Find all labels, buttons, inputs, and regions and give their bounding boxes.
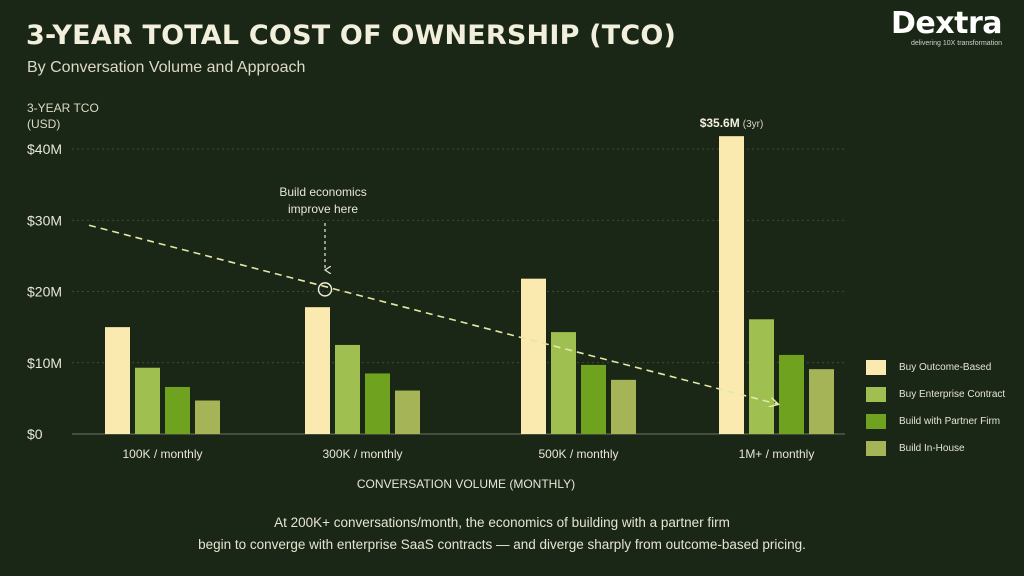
- page-title: 3-YEAR TOTAL COST OF OWNERSHIP (TCO): [26, 20, 677, 51]
- legend-swatch: [866, 360, 886, 375]
- y-axis-label: 3-YEAR TCO (USD): [27, 101, 99, 131]
- data-label-max: $35.6M (3yr): [700, 116, 764, 130]
- bar: [365, 373, 390, 434]
- y-tick-labels: $0 $10M $20M $30M $40M: [27, 141, 62, 442]
- data-label-value: $35.6M: [700, 116, 740, 130]
- x-tick-label: 300K / monthly: [322, 447, 402, 461]
- annotation-line-2: improve here: [288, 202, 358, 216]
- bar: [719, 136, 744, 435]
- annotation-line-1: Build economics: [279, 185, 366, 199]
- bar: [809, 369, 834, 434]
- y-tick-label: $40M: [27, 141, 62, 157]
- x-tick-label: 100K / monthly: [122, 447, 202, 461]
- legend-item: Buy Outcome-Based: [866, 354, 1024, 381]
- bar: [749, 319, 774, 434]
- bar: [395, 390, 420, 434]
- bar: [335, 344, 360, 434]
- bar: [521, 278, 546, 434]
- bar: [581, 364, 606, 434]
- legend-label: Buy Enterprise Contract: [899, 389, 1006, 400]
- x-axis-label: CONVERSATION VOLUME (MONTHLY): [357, 477, 575, 491]
- footnote-line-1: At 200K+ conversations/month, the econom…: [274, 515, 730, 530]
- trend-line: [88, 224, 778, 404]
- x-tick-label: 500K / monthly: [538, 447, 618, 461]
- data-label-suffix: (3yr): [743, 119, 764, 130]
- y-tick-label: $0: [27, 426, 43, 442]
- bar: [135, 367, 160, 434]
- footnote-line-2: begin to converge with enterprise SaaS c…: [198, 537, 806, 552]
- footnote: At 200K+ conversations/month, the econom…: [0, 512, 1004, 556]
- legend-item: Buy Enterprise Contract: [866, 381, 1024, 408]
- logo-wordmark: Dextra: [891, 6, 1002, 41]
- y-tick-label: $10M: [27, 355, 62, 371]
- y-tick-label: $20M: [27, 284, 62, 300]
- trend-line-group: [88, 224, 778, 404]
- bar: [551, 332, 576, 434]
- legend-label: Buy Outcome-Based: [899, 362, 992, 373]
- logo-tagline: delivering 10X transformation: [910, 40, 1002, 47]
- legend-item: Build In-House: [866, 435, 1024, 462]
- bars: [105, 136, 834, 435]
- x-tick-label: 1M+ / monthly: [739, 447, 815, 461]
- legend-swatch: [866, 414, 886, 429]
- page-subtitle: By Conversation Volume and Approach: [27, 59, 306, 76]
- chart-legend: Buy Outcome-Based Buy Enterprise Contrac…: [866, 354, 1024, 462]
- bar: [779, 354, 804, 434]
- x-tick-labels: 100K / monthly 300K / monthly 500K / month…: [122, 447, 814, 491]
- legend-swatch: [866, 441, 886, 456]
- annotation-marker: [317, 282, 333, 297]
- brand-logo: Dextra delivering 10X transformation: [876, 6, 1002, 48]
- legend-label: Build with Partner Firm: [899, 416, 1001, 427]
- y-tick-label: $30M: [27, 212, 62, 228]
- legend-label: Build In-House: [899, 443, 965, 454]
- legend-swatch: [866, 387, 886, 402]
- annotations: $35.6M (3yr) Build economics improve here: [279, 116, 764, 297]
- bar: [611, 379, 636, 434]
- bar: [165, 386, 190, 434]
- bar: [105, 327, 130, 434]
- bar: [305, 307, 330, 434]
- legend-item: Build with Partner Firm: [866, 408, 1024, 435]
- bar: [195, 400, 220, 434]
